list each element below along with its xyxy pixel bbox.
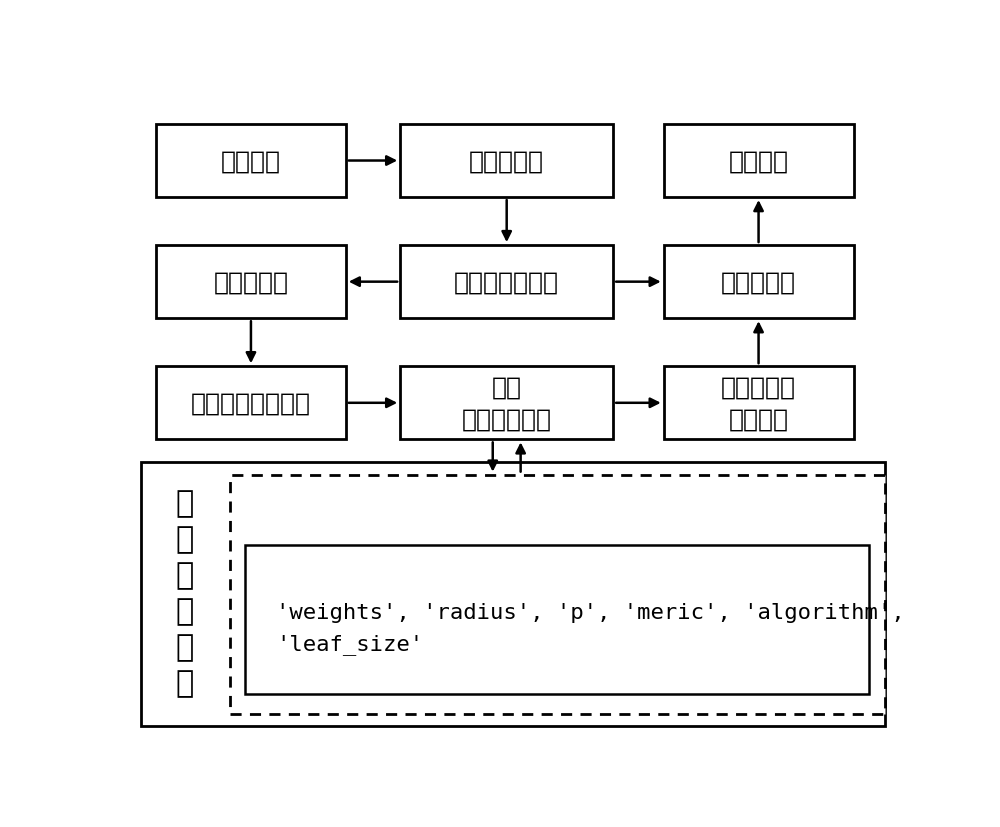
FancyBboxPatch shape [156, 246, 346, 319]
Text: 检验数据集: 检验数据集 [721, 270, 796, 294]
FancyBboxPatch shape [664, 366, 854, 440]
Text: 模型
参数权重评估: 模型 参数权重评估 [462, 375, 552, 431]
FancyBboxPatch shape [245, 545, 869, 695]
FancyBboxPatch shape [400, 125, 613, 198]
FancyBboxPatch shape [664, 246, 854, 319]
Text: 基于权重的
参数调整: 基于权重的 参数调整 [721, 375, 796, 431]
Text: 参
数
秩
次
矩
阵: 参 数 秩 次 矩 阵 [176, 489, 194, 697]
FancyBboxPatch shape [156, 366, 346, 440]
Text: 划分交叉验证数据: 划分交叉验证数据 [191, 391, 311, 415]
FancyBboxPatch shape [156, 125, 346, 198]
Text: 训练数据集: 训练数据集 [213, 270, 288, 294]
FancyBboxPatch shape [400, 246, 613, 319]
FancyBboxPatch shape [664, 125, 854, 198]
Text: 'leaf_size': 'leaf_size' [276, 633, 423, 654]
Text: 数据集随机划分: 数据集随机划分 [454, 270, 559, 294]
Text: 数据校验: 数据校验 [221, 150, 281, 174]
Text: 'weights', 'radius', 'p', 'meric', 'algorithm',: 'weights', 'radius', 'p', 'meric', 'algo… [276, 602, 905, 622]
FancyBboxPatch shape [230, 475, 885, 714]
Text: 数据预处理: 数据预处理 [469, 150, 544, 174]
FancyBboxPatch shape [140, 462, 885, 726]
Text: 模型检验: 模型检验 [729, 150, 789, 174]
FancyBboxPatch shape [400, 366, 613, 440]
